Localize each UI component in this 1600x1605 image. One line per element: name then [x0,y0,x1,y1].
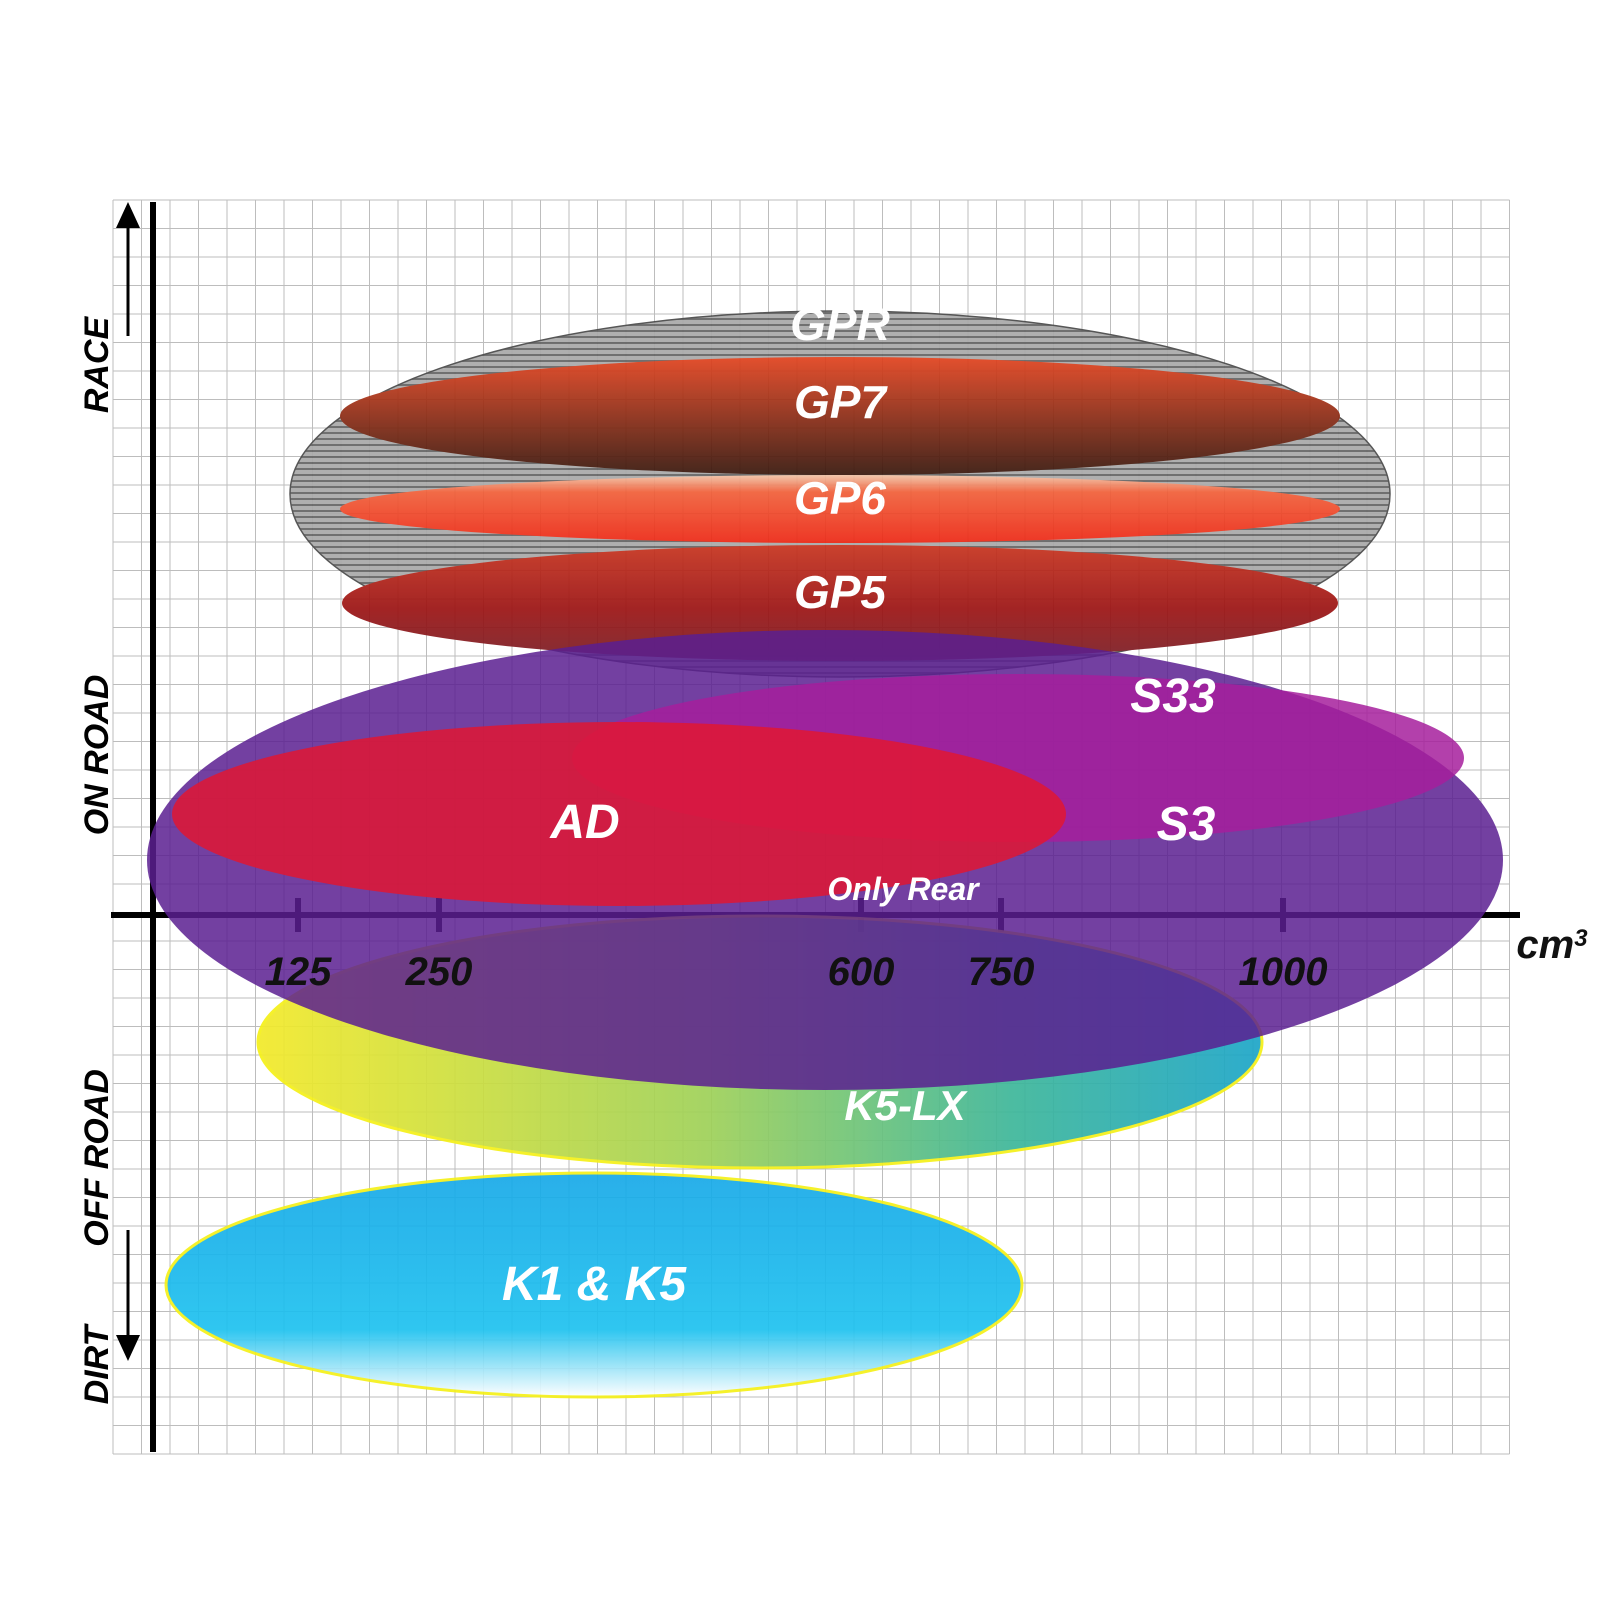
svg-text:RACE: RACE [78,316,116,414]
svg-text:125: 125 [265,950,332,994]
svg-text:Only Rear: Only Rear [827,871,980,907]
svg-text:GP7: GP7 [794,376,888,428]
svg-text:GP5: GP5 [794,566,887,618]
svg-text:S33: S33 [1130,670,1216,723]
svg-text:ON ROAD: ON ROAD [78,675,116,836]
svg-text:K1 & K5: K1 & K5 [502,1258,687,1311]
svg-text:750: 750 [968,950,1035,994]
svg-text:S3: S3 [1157,798,1216,851]
svg-text:OFF ROAD: OFF ROAD [78,1069,116,1247]
svg-text:600: 600 [828,950,895,994]
svg-text:250: 250 [405,950,473,994]
svg-text:GP6: GP6 [794,472,886,524]
svg-text:DIRT: DIRT [78,1322,116,1404]
svg-text:1000: 1000 [1239,950,1328,994]
svg-text:AD: AD [549,796,619,849]
svg-text:GPR: GPR [790,298,890,350]
